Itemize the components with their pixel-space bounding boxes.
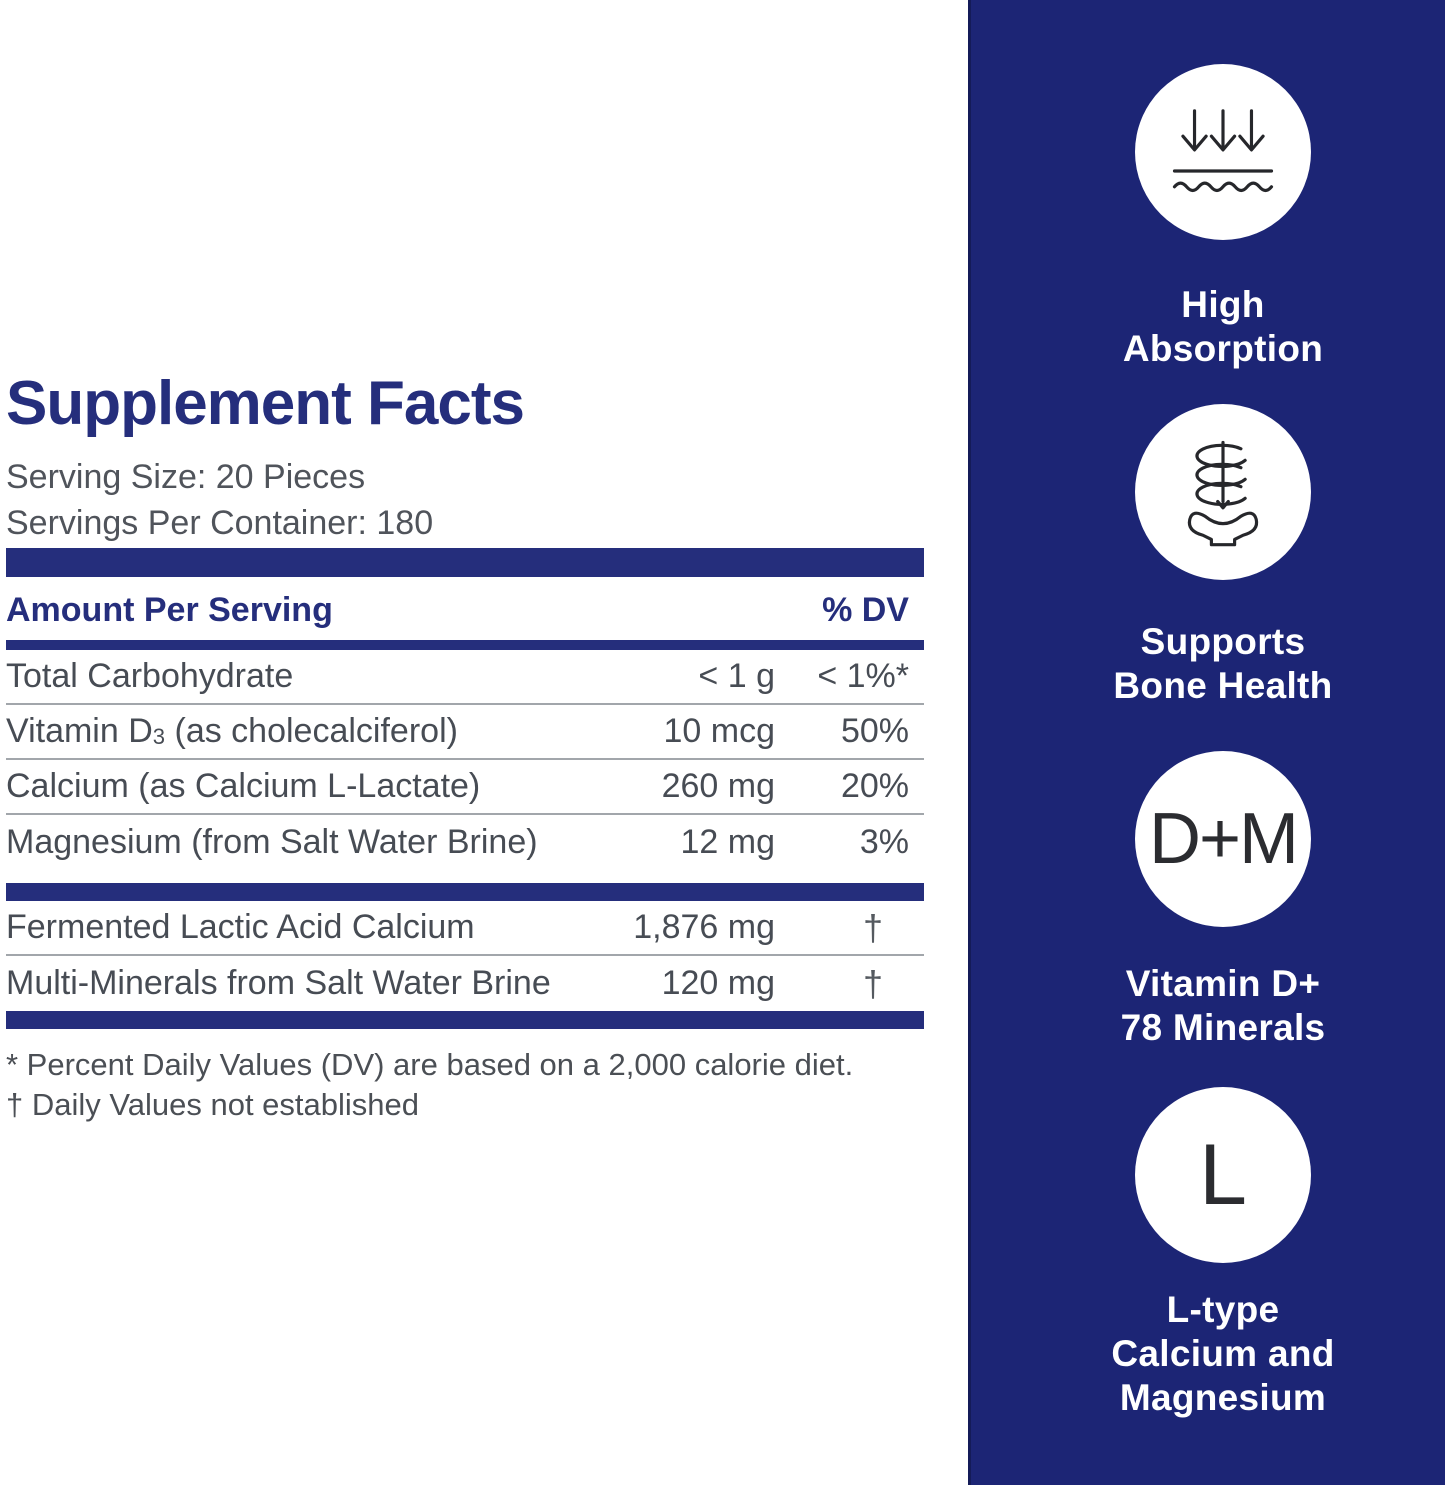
nutrient-amount: < 1 g bbox=[698, 657, 775, 695]
nutrient-name: Magnesium (from Salt Water Brine) bbox=[6, 823, 538, 861]
table-row-total-carbohydrate: Total Carbohydrate < 1 g < 1%* bbox=[6, 650, 924, 705]
nutrient-name: Calcium (as Calcium L-Lactate) bbox=[6, 767, 481, 805]
serving-size-line: Serving Size: 20 Pieces bbox=[6, 458, 366, 496]
table-row-multi-minerals: Multi-Minerals from Salt Water Brine 120… bbox=[6, 956, 924, 1011]
high-absorption-label: High Absorption bbox=[1122, 284, 1324, 369]
nutrient-dv: 20% bbox=[840, 767, 909, 805]
l-badge: L bbox=[1135, 1087, 1311, 1263]
table-header-row: Amount Per Serving % DV bbox=[6, 577, 924, 640]
vitamin-d-minerals-label: Vitamin D+ 78 Minerals bbox=[1120, 963, 1326, 1048]
divider-bar-top bbox=[6, 548, 924, 577]
benefits-sidebar: High Absorption Supports Bone Health D+M… bbox=[968, 0, 1445, 1485]
nutrient-name: Fermented Lactic Acid Calcium bbox=[6, 908, 475, 946]
nutrient-name: Total Carbohydrate bbox=[6, 657, 294, 695]
nutrient-amount: 12 mg bbox=[680, 823, 776, 861]
percent-dv-label: % DV bbox=[822, 591, 909, 629]
footnotes: * Percent Daily Values (DV) are based on… bbox=[6, 1045, 924, 1125]
supplement-facts-panel: Supplement Facts Serving Size: 20 Pieces… bbox=[6, 372, 924, 1125]
nutrient-dv: 50% bbox=[840, 712, 909, 750]
nutrient-amount: 120 mg bbox=[661, 964, 775, 1002]
page-title: Supplement Facts bbox=[6, 369, 525, 438]
footnote-daily-values: † Daily Values not established bbox=[6, 1087, 420, 1122]
nutrient-amount: 1,876 mg bbox=[633, 908, 775, 946]
table-row-calcium: Calcium (as Calcium L-Lactate) 260 mg 20… bbox=[6, 760, 924, 815]
absorption-arrows-icon bbox=[1172, 109, 1274, 193]
nutrient-dv: 3% bbox=[859, 823, 909, 861]
nutrient-dv-dagger: † bbox=[862, 906, 883, 948]
divider-bar-bottom bbox=[6, 1011, 924, 1029]
nutrient-dv-dagger: † bbox=[862, 962, 883, 1004]
d-plus-m-text: D+M bbox=[1148, 799, 1299, 879]
divider-bar-header bbox=[6, 640, 924, 650]
divider-bar-middle bbox=[6, 883, 924, 901]
table-row-fermented-lactic-acid-calcium: Fermented Lactic Acid Calcium 1,876 mg † bbox=[6, 901, 924, 956]
nutrient-amount: 10 mcg bbox=[663, 712, 776, 750]
nutrient-name: Multi-Minerals from Salt Water Brine bbox=[6, 964, 551, 1002]
nutrient-name: Vitamin D3 (as cholecalciferol) bbox=[6, 712, 458, 750]
servings-per-container-line: Servings Per Container: 180 bbox=[6, 504, 434, 542]
table-row-vitamin-d3: Vitamin D3 (as cholecalciferol) 10 mcg 5… bbox=[6, 705, 924, 760]
nutrient-dv: < 1%* bbox=[817, 657, 909, 695]
amount-per-serving-label: Amount Per Serving bbox=[6, 591, 333, 629]
bone-health-badge bbox=[1135, 404, 1311, 580]
subscript-3: 3 bbox=[152, 724, 166, 750]
l-type-label: L-type Calcium and Magnesium bbox=[1111, 1289, 1335, 1418]
footnote-percent-dv: * Percent Daily Values (DV) are based on… bbox=[6, 1047, 854, 1082]
high-absorption-badge bbox=[1135, 64, 1311, 240]
bone-health-label: Supports Bone Health bbox=[1113, 621, 1333, 706]
l-badge-text: L bbox=[1199, 1126, 1247, 1223]
nutrient-amount: 260 mg bbox=[661, 767, 775, 805]
spine-icon bbox=[1187, 440, 1259, 547]
table-row-magnesium: Magnesium (from Salt Water Brine) 12 mg … bbox=[6, 815, 924, 870]
d-plus-m-badge: D+M bbox=[1135, 751, 1311, 927]
